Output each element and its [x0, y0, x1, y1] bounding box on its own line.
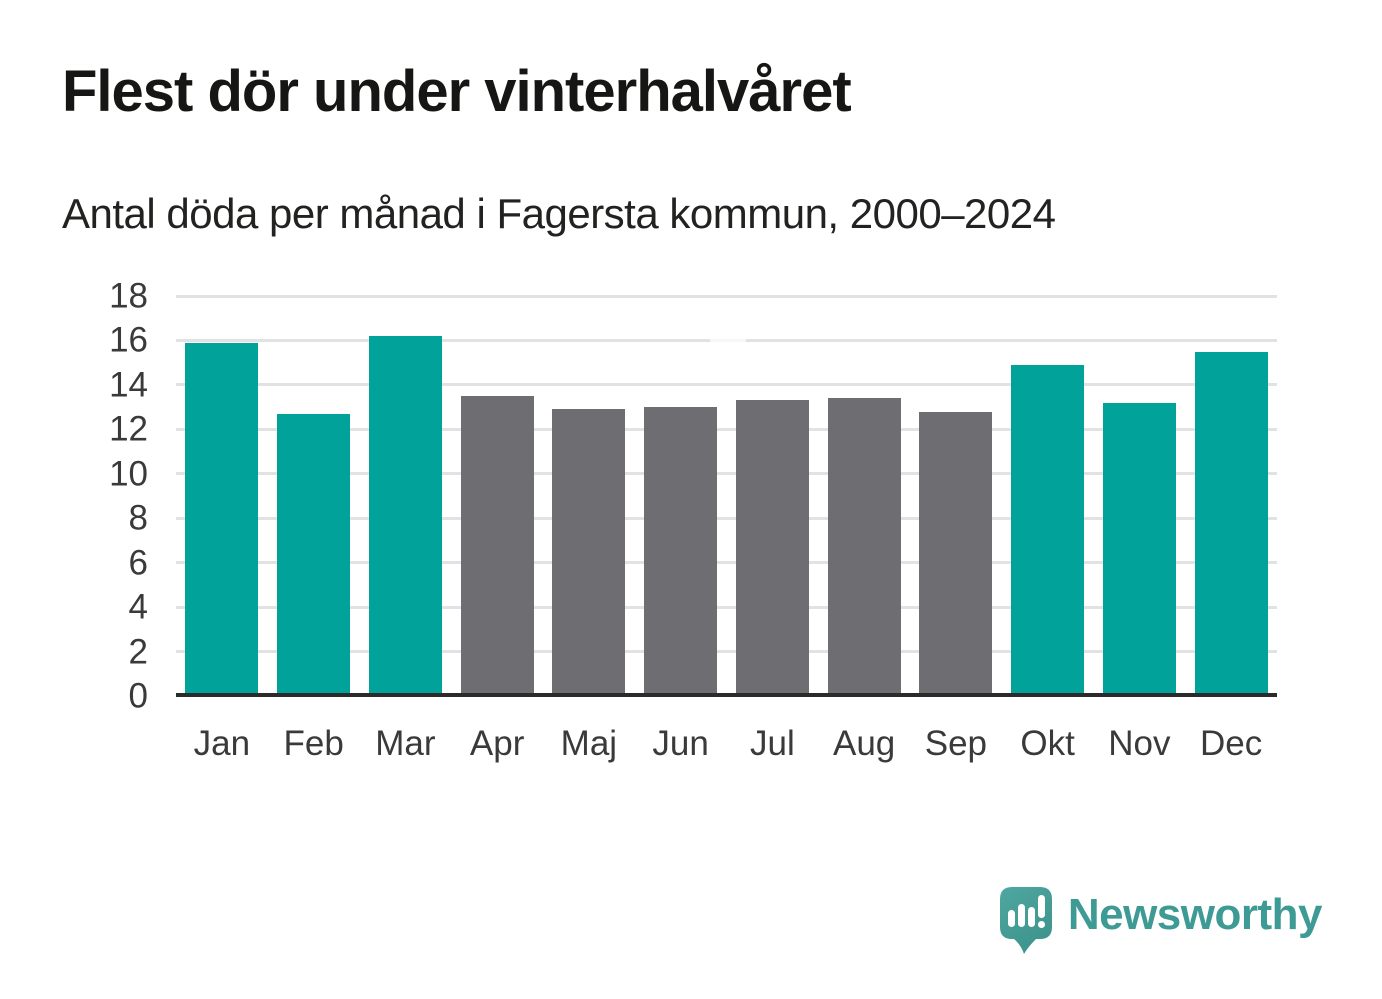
gridline-6: [176, 561, 1277, 565]
bar-okt: [1011, 364, 1085, 696]
bar-maj: [552, 409, 626, 696]
x-tick-label-dec: Dec: [1200, 724, 1263, 763]
y-tick-label-8: 8: [128, 498, 148, 538]
x-tick-label-feb: Feb: [283, 724, 344, 763]
bar-band-jul: [727, 296, 819, 696]
y-tick-label-12: 12: [109, 409, 148, 449]
y-tick-label-16: 16: [109, 320, 148, 360]
newsworthy-logo-icon: [999, 887, 1052, 954]
bar-band-jan: [176, 296, 268, 696]
bar-nov: [1102, 402, 1176, 696]
brand-wordmark: Newsworthy: [1067, 890, 1323, 939]
bar-jan: [185, 342, 259, 696]
chart-subtitle: Antal döda per månad i Fagersta kommun, …: [62, 190, 1056, 237]
x-axis-line: [176, 693, 1277, 697]
gridline-10: [176, 472, 1277, 476]
y-tick-label-4: 4: [128, 587, 148, 627]
bar-band-nov: [1094, 296, 1186, 696]
bar-feb: [277, 413, 351, 696]
bar-band-jun: [635, 296, 727, 696]
y-tick-label-6: 6: [128, 543, 148, 583]
x-tick-label-apr: Apr: [469, 724, 525, 763]
bar-aug: [827, 398, 901, 696]
bar-glyph-3: [1027, 907, 1035, 927]
y-tick-label-18: 18: [109, 276, 148, 316]
chart-title: Flest dör under vinterhalvåret: [62, 59, 852, 124]
x-axis: Jan Feb Mar Apr Maj Jun Jul Aug Sep Okt Nov Dec: [176, 723, 1277, 765]
bar-glyph-1: [1007, 910, 1015, 927]
gridline-18: [176, 294, 1277, 298]
gridline-gap-artifact: [710, 335, 746, 345]
x-tick-label-mar: Mar: [375, 724, 436, 763]
bar-band-okt: [1002, 296, 1094, 696]
bar-band-feb: [268, 296, 360, 696]
gridline-2: [176, 650, 1277, 654]
bar-jun: [644, 407, 718, 696]
x-tick-label-okt: Okt: [1020, 724, 1075, 763]
bar-band-apr: [451, 296, 543, 696]
x-tick-label-maj: Maj: [560, 724, 618, 763]
y-tick-label-2: 2: [128, 632, 148, 672]
plot-area: [176, 294, 1277, 696]
brand-footer: Newsworthy: [999, 887, 1323, 957]
bar-band-mar: [360, 296, 452, 696]
x-tick-label-jan: Jan: [193, 724, 251, 763]
bar-dec: [1194, 351, 1268, 696]
bar-band-aug: [818, 296, 910, 696]
y-axis: 0 2 4 6 8 10 12 14 16 18: [0, 279, 148, 714]
y-tick-label-10: 10: [109, 454, 148, 494]
exclamation-bar-glyph: [1037, 895, 1045, 918]
x-tick-label-nov: Nov: [1108, 724, 1171, 763]
gridline-8: [176, 516, 1277, 520]
gridline-14: [176, 383, 1277, 387]
bar-band-sep: [910, 296, 1002, 696]
bar-sep: [919, 411, 993, 696]
y-tick-label-0: 0: [128, 676, 148, 716]
gridline-4: [176, 605, 1277, 609]
bar-mar: [368, 336, 442, 696]
x-tick-label-sep: Sep: [924, 724, 988, 763]
exclamation-dot-glyph: [1037, 921, 1045, 928]
bar-band-maj: [543, 296, 635, 696]
bar-jul: [735, 400, 809, 696]
bar-band-dec: [1185, 296, 1277, 696]
gridline-12: [176, 427, 1277, 431]
x-tick-label-jul: Jul: [750, 724, 795, 763]
bar-glyph-2: [1017, 904, 1025, 927]
bar-apr: [460, 396, 534, 696]
x-tick-label-aug: Aug: [832, 724, 896, 763]
y-tick-label-14: 14: [109, 365, 148, 405]
x-tick-label-jun: Jun: [652, 724, 709, 763]
